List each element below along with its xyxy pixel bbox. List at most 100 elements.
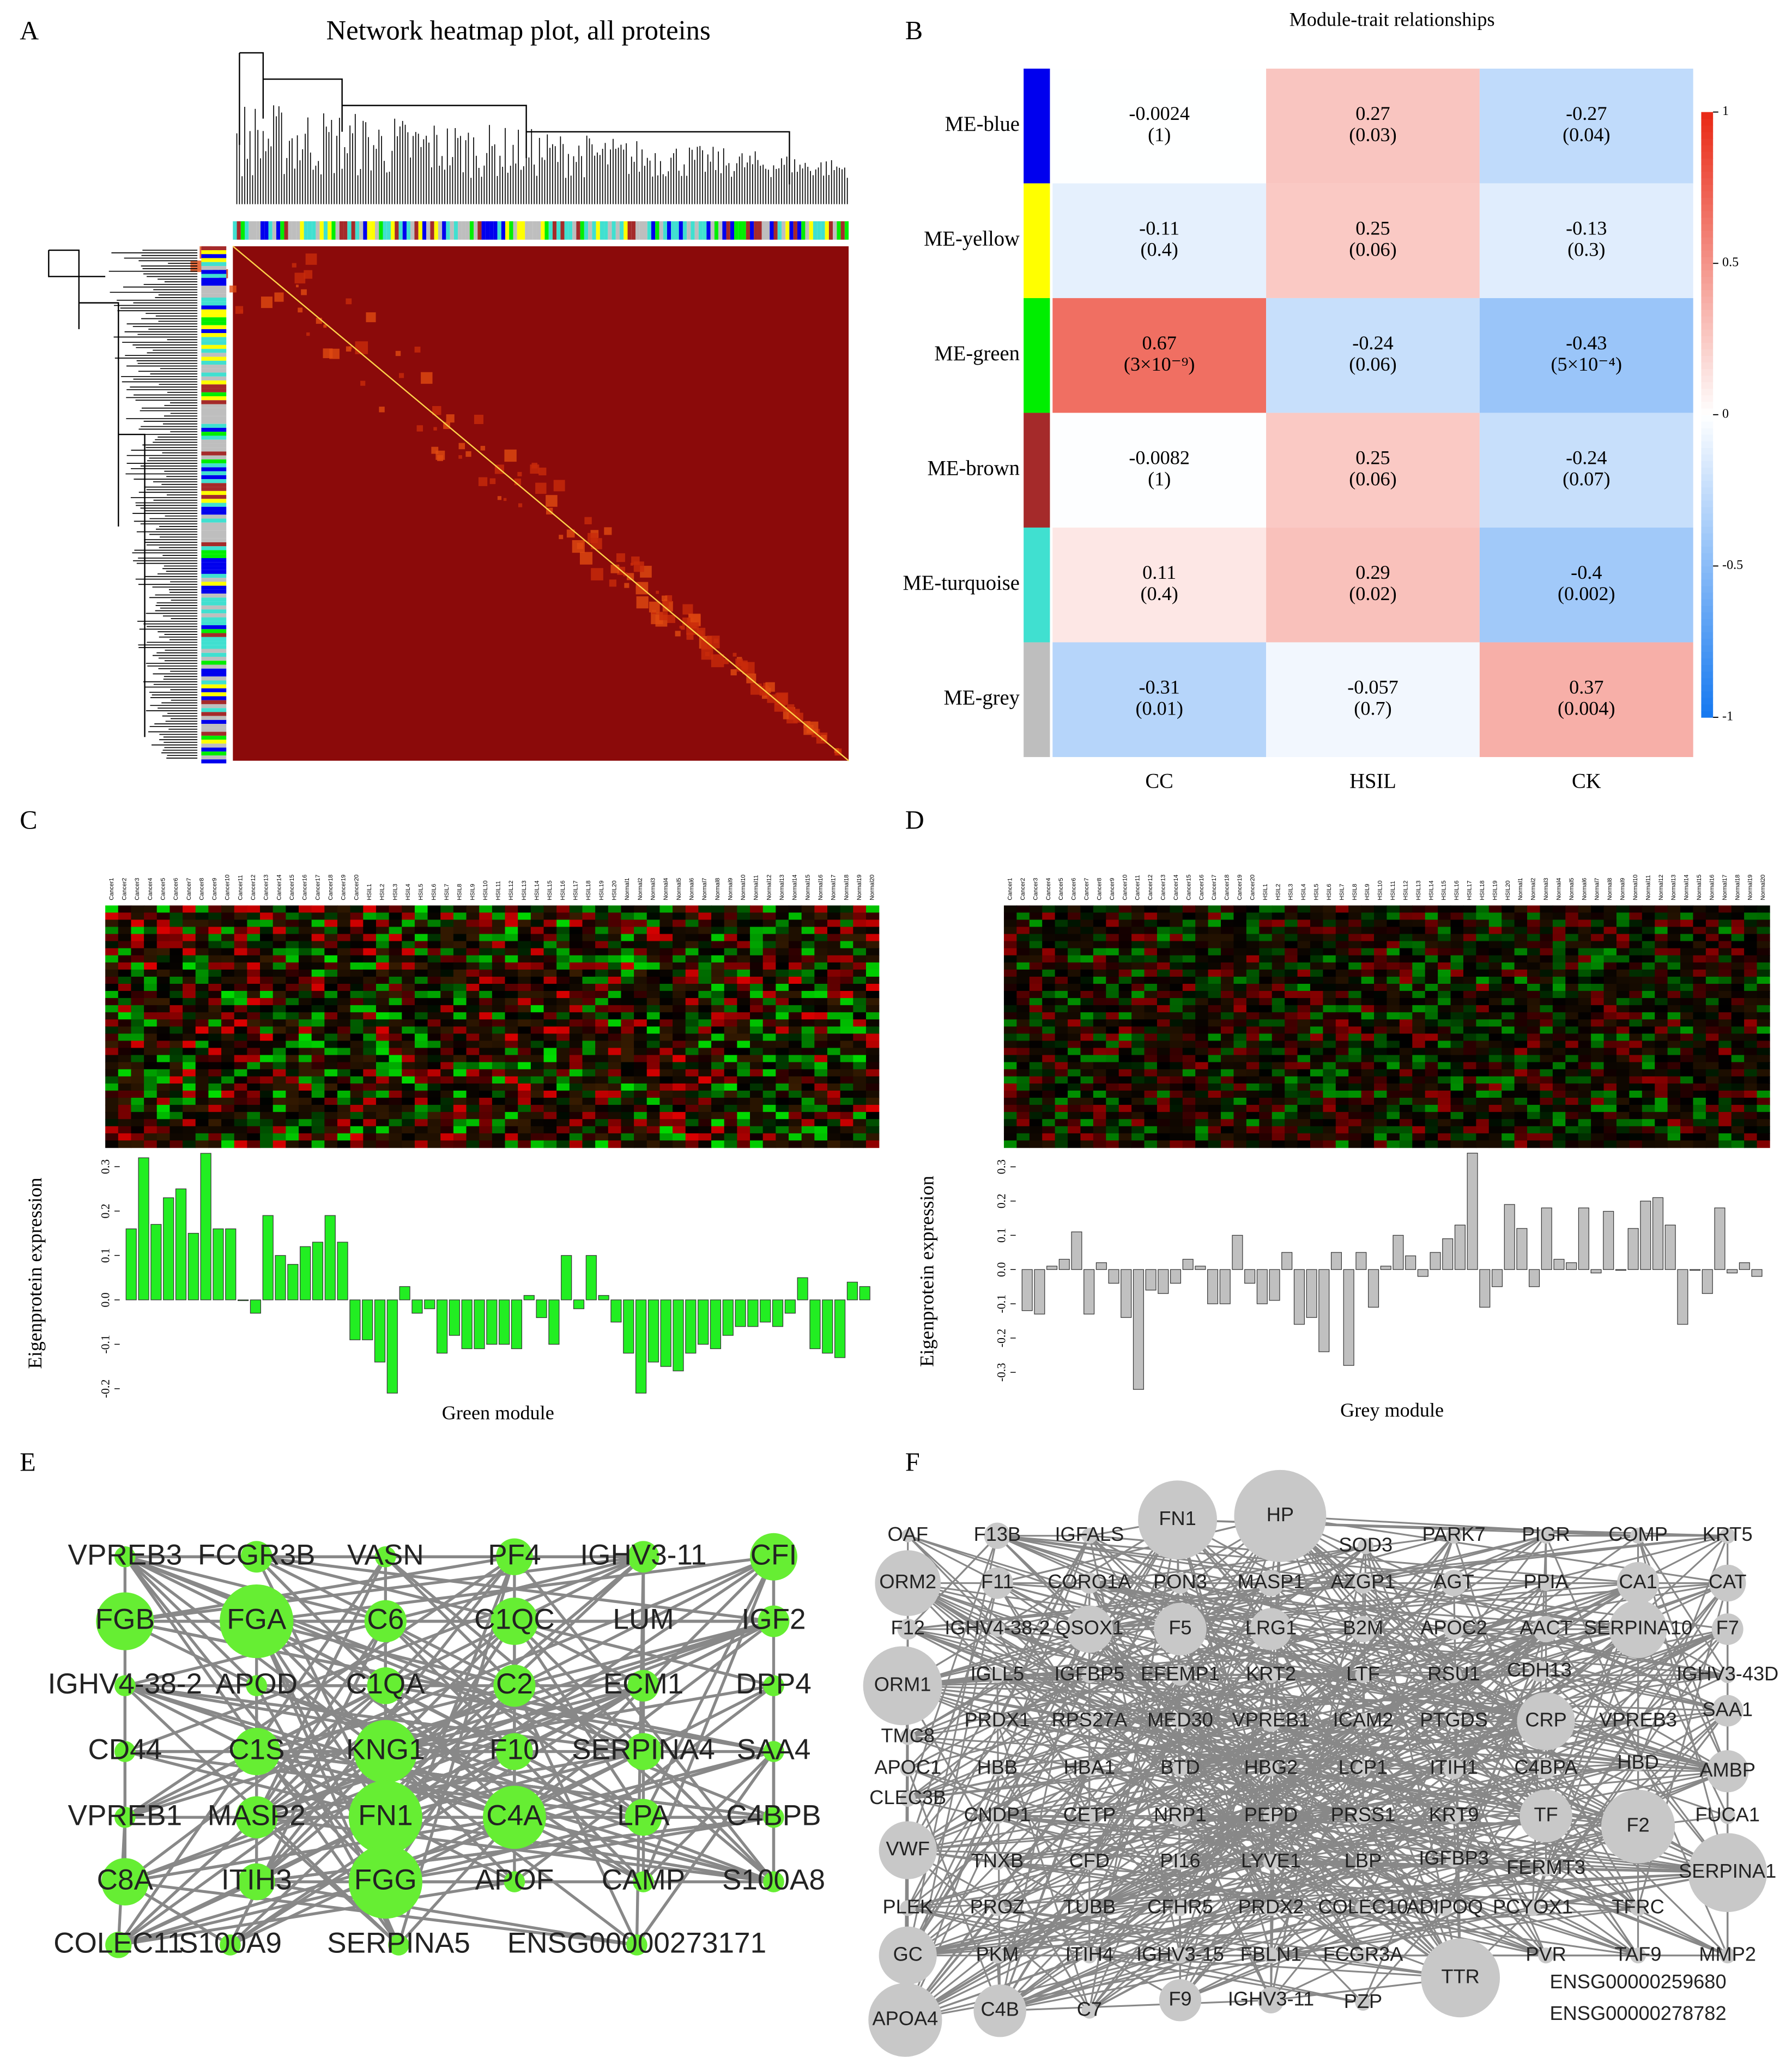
expression-cell (801, 1126, 815, 1134)
expression-cell (1502, 962, 1515, 970)
expression-cell (582, 1105, 596, 1112)
network-edge (1270, 1907, 1638, 1957)
expression-cell (840, 1098, 854, 1105)
expression-cell (673, 1040, 686, 1049)
module-color (201, 270, 227, 274)
expression-cell (737, 1083, 750, 1091)
expression-cell (156, 1112, 171, 1120)
expression-cell (234, 934, 248, 942)
expression-cell (853, 1040, 867, 1049)
expression-cell (183, 1062, 196, 1070)
expression-cell (814, 969, 828, 977)
module-color (201, 266, 227, 270)
expression-cell (479, 1005, 493, 1013)
expression-cell (685, 969, 699, 977)
expression-cell (865, 955, 880, 963)
expression-cell (427, 1048, 441, 1056)
expression-cell (414, 905, 428, 913)
expression-cell (685, 1133, 699, 1141)
module-color (260, 221, 265, 240)
expression-cell (389, 1019, 402, 1027)
module-color (201, 439, 227, 444)
colorbar-segment (1701, 144, 1714, 152)
expression-cell (273, 955, 287, 963)
expression-cell (595, 948, 609, 956)
expression-cell (737, 983, 750, 991)
expression-cell (762, 983, 777, 991)
expression-cell (543, 927, 557, 935)
expression-cell (789, 941, 802, 949)
module-color (319, 221, 324, 240)
expression-cell (1068, 1005, 1081, 1013)
expression-cell (1578, 941, 1591, 949)
expression-cell (156, 1069, 171, 1077)
expression-cell (776, 1069, 789, 1077)
expression-cell (1246, 919, 1260, 928)
expression-cell (724, 927, 738, 935)
expression-cell (1527, 941, 1541, 949)
expression-cell (673, 1090, 686, 1098)
module-color (379, 221, 383, 240)
cell-value: 0.67 (1142, 332, 1177, 354)
expression-cell (208, 919, 222, 928)
expression-cell (337, 912, 351, 921)
expression-cell (208, 948, 222, 956)
expression-cell (853, 1112, 867, 1120)
module-color (201, 515, 227, 519)
module-color (536, 221, 541, 240)
expression-cell (427, 969, 441, 977)
expression-cell (1387, 905, 1400, 913)
expression-cell (260, 976, 274, 984)
expression-cell (183, 948, 196, 956)
expression-cell (414, 919, 428, 928)
expression-cell (273, 1048, 287, 1056)
expression-cell (1310, 955, 1324, 963)
expression-cell (389, 948, 402, 956)
expression-cell (363, 1005, 377, 1013)
expression-cell (673, 983, 686, 991)
expression-cell (105, 983, 119, 991)
expression-cell (530, 962, 544, 970)
expression-cell (1055, 1005, 1068, 1013)
expression-cell (414, 976, 428, 984)
expression-cell (156, 919, 171, 928)
colorbar-segment (1701, 651, 1714, 659)
expression-cell (762, 1090, 777, 1098)
expression-cell (273, 1126, 287, 1134)
expression-cell (144, 969, 158, 977)
expression-cell (724, 1019, 738, 1027)
expression-cell (1680, 948, 1694, 956)
expression-cell (221, 941, 235, 949)
expression-cell (1502, 934, 1515, 942)
expression-cell (1603, 941, 1617, 949)
expression-cell (492, 983, 506, 991)
expression-cell (1438, 919, 1451, 928)
expression-cell (144, 1033, 158, 1042)
expression-cell (286, 1069, 299, 1077)
expression-cell (169, 1069, 183, 1077)
module-color (201, 558, 227, 562)
network-edge (1088, 1535, 1364, 1770)
expression-cell (118, 1048, 132, 1056)
expression-cell (646, 1133, 661, 1141)
expression-cell (801, 1012, 815, 1020)
expression-cell (208, 1076, 222, 1084)
expression-cell (286, 1062, 299, 1070)
expression-cell (324, 976, 338, 984)
expression-cell (311, 1026, 325, 1034)
expression-cell (105, 905, 119, 913)
expression-cell (646, 1005, 661, 1013)
colorbar-segment (1701, 625, 1714, 632)
module-color (497, 221, 501, 240)
expression-cell (311, 1033, 325, 1042)
expression-cell (247, 927, 261, 935)
chart-title: Module-trait relationships (1289, 8, 1495, 30)
expression-cell (427, 1062, 441, 1070)
module-color (809, 221, 813, 240)
expression-cell (711, 919, 725, 928)
expression-cell (1667, 976, 1681, 984)
module-color (201, 566, 227, 570)
expression-cell (195, 1055, 209, 1063)
module-color (682, 221, 687, 240)
expression-cell (208, 1040, 222, 1049)
